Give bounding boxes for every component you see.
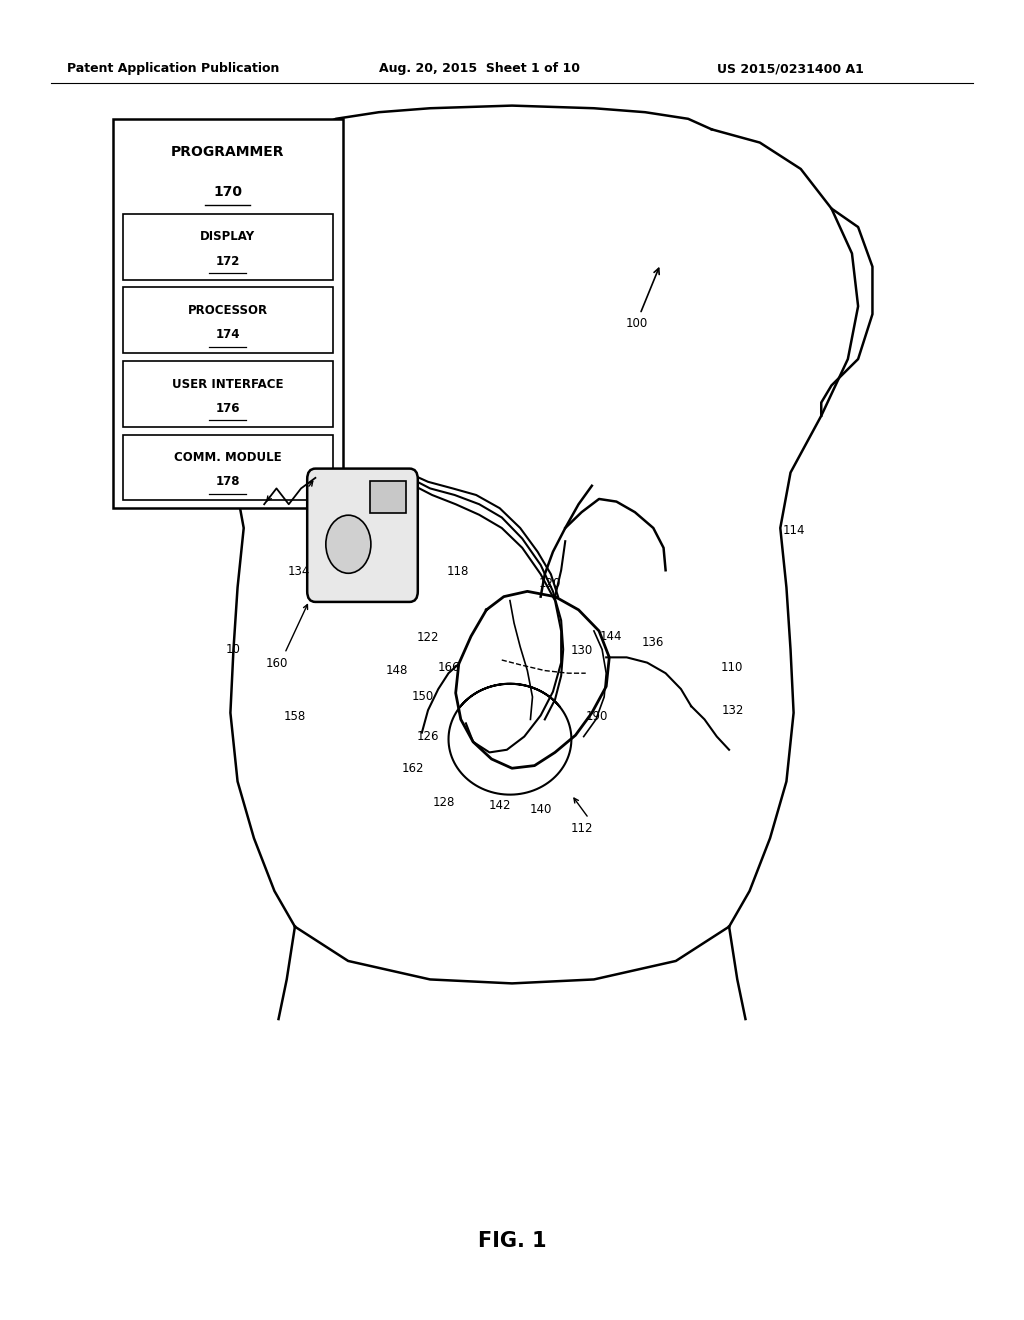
Text: 174: 174 (216, 329, 240, 341)
Text: 126: 126 (417, 730, 439, 743)
Text: FIG. 1: FIG. 1 (477, 1230, 547, 1251)
Text: 162: 162 (401, 762, 424, 775)
FancyBboxPatch shape (123, 214, 333, 280)
Text: 178: 178 (216, 475, 240, 488)
Text: DISPLAY: DISPLAY (201, 230, 255, 243)
Text: PROCESSOR: PROCESSOR (187, 304, 268, 317)
Text: 160: 160 (265, 657, 288, 671)
FancyBboxPatch shape (113, 119, 343, 508)
FancyBboxPatch shape (123, 362, 333, 426)
FancyBboxPatch shape (123, 434, 333, 500)
Text: 10: 10 (226, 643, 241, 656)
Text: 130: 130 (570, 644, 593, 657)
Text: COMM. MODULE: COMM. MODULE (174, 451, 282, 465)
Text: 166: 166 (437, 661, 460, 675)
FancyBboxPatch shape (123, 288, 333, 354)
FancyBboxPatch shape (370, 482, 406, 512)
Text: 176: 176 (216, 401, 240, 414)
FancyBboxPatch shape (307, 469, 418, 602)
Text: 190: 190 (586, 710, 608, 723)
Text: PROGRAMMER: PROGRAMMER (171, 145, 285, 160)
Text: 144: 144 (600, 630, 623, 643)
Text: 120: 120 (539, 577, 561, 590)
Text: 100: 100 (626, 317, 648, 330)
Text: 122: 122 (417, 631, 439, 644)
Text: US 2015/0231400 A1: US 2015/0231400 A1 (717, 62, 863, 75)
Text: 114: 114 (782, 524, 805, 537)
Text: Aug. 20, 2015  Sheet 1 of 10: Aug. 20, 2015 Sheet 1 of 10 (379, 62, 580, 75)
Text: 134: 134 (288, 565, 310, 578)
Text: 118: 118 (446, 565, 469, 578)
Text: 170: 170 (213, 185, 243, 199)
Text: 158: 158 (284, 710, 306, 723)
Text: 132: 132 (722, 704, 744, 717)
Text: 136: 136 (642, 636, 665, 649)
Text: 110: 110 (721, 661, 743, 675)
Text: 140: 140 (529, 803, 552, 816)
Text: 150: 150 (412, 690, 434, 704)
Text: 112: 112 (570, 822, 593, 836)
Circle shape (326, 515, 371, 573)
Text: USER INTERFACE: USER INTERFACE (172, 378, 284, 391)
Text: 172: 172 (216, 255, 240, 268)
Text: 142: 142 (488, 799, 511, 812)
Text: 148: 148 (386, 664, 409, 677)
Text: Patent Application Publication: Patent Application Publication (67, 62, 279, 75)
Text: 128: 128 (432, 796, 455, 809)
